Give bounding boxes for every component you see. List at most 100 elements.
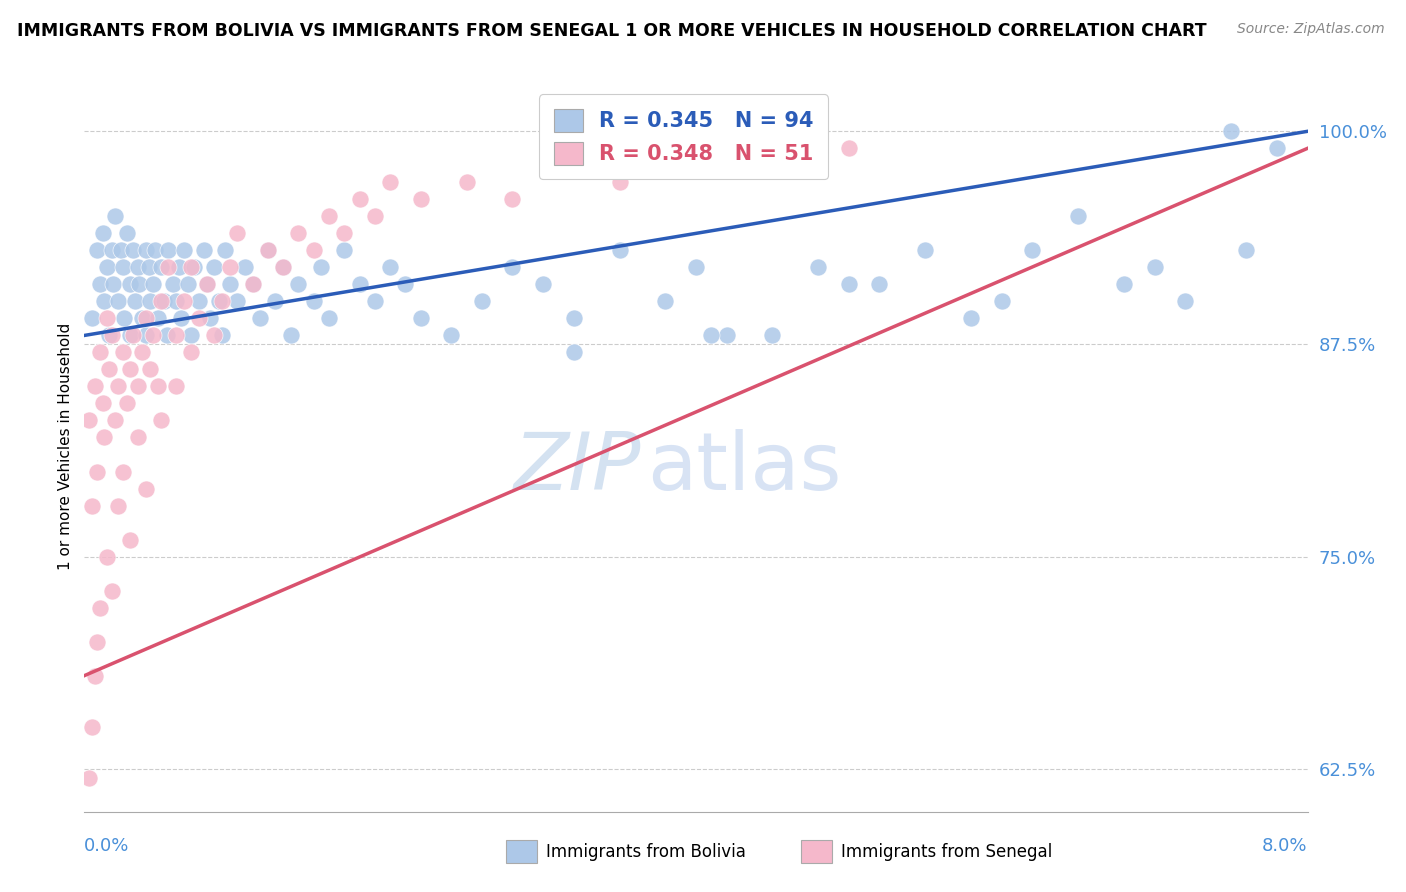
Point [86,634,108,648]
Point [333,227,356,241]
Point [165,379,187,393]
Point [180,260,202,275]
Point [233,260,256,275]
Text: 0.0%: 0.0% [84,838,129,855]
Point [311,260,333,275]
Point [562,158,585,172]
Point [124,294,146,309]
Point [103,277,125,292]
Point [111,345,134,359]
Point [195,277,218,292]
Point [89,600,111,615]
Point [120,277,142,292]
Point [456,175,478,189]
Point [654,294,676,309]
Point [165,328,187,343]
Point [226,294,249,309]
Point [139,294,162,309]
Point [318,210,340,224]
Point [122,328,145,343]
Point [91,227,114,241]
Point [302,294,325,309]
Text: Source: ZipAtlas.com: Source: ZipAtlas.com [1237,22,1385,37]
Point [1265,141,1288,155]
Point [1220,124,1243,138]
Point [183,260,205,275]
Point [107,379,129,393]
Point [127,379,149,393]
Point [157,244,180,258]
Point [685,260,707,275]
Point [104,413,127,427]
Point [127,430,149,444]
Point [280,328,302,343]
Point [195,277,218,292]
Point [84,379,107,393]
Point [111,465,134,479]
Point [960,311,983,326]
Point [287,277,309,292]
Point [80,311,103,326]
Point [112,311,135,326]
Point [349,277,371,292]
Point [380,260,402,275]
Text: 8.0%: 8.0% [1263,838,1308,855]
Point [761,141,783,155]
Text: Immigrants from Senegal: Immigrants from Senegal [841,843,1052,861]
Text: IMMIGRANTS FROM BOLIVIA VS IMMIGRANTS FROM SENEGAL 1 OR MORE VEHICLES IN HOUSEHO: IMMIGRANTS FROM BOLIVIA VS IMMIGRANTS FR… [17,22,1206,40]
Text: Immigrants from Bolivia: Immigrants from Bolivia [546,843,745,861]
Point [138,260,160,275]
Point [364,294,387,309]
Y-axis label: 1 or more Vehicles in Household: 1 or more Vehicles in Household [58,322,73,570]
Point [122,244,145,258]
Point [173,244,195,258]
Point [380,175,402,189]
Point [218,260,240,275]
Point [156,328,179,343]
Point [107,294,129,309]
Point [349,192,371,206]
Point [120,533,142,547]
Point [226,227,249,241]
Point [167,260,190,275]
Point [128,277,150,292]
Point [1021,244,1043,258]
Point [104,210,127,224]
Point [162,277,184,292]
Point [149,260,172,275]
Point [333,244,356,258]
Point [142,277,165,292]
Point [271,260,294,275]
Point [173,294,195,309]
Point [198,311,221,326]
Point [170,311,193,326]
Point [1114,277,1136,292]
Point [562,345,585,359]
Point [101,328,124,343]
Point [409,311,432,326]
Point [91,396,114,410]
Point [202,328,225,343]
Point [86,465,108,479]
Text: atlas: atlas [647,429,841,507]
Point [287,227,309,241]
Point [89,345,111,359]
Point [364,210,387,224]
Point [135,482,157,496]
Point [80,720,103,734]
Point [249,311,271,326]
Point [131,311,153,326]
Point [135,311,157,326]
Point [716,328,738,343]
Point [86,244,108,258]
Point [188,294,211,309]
Point [440,328,463,343]
Point [1174,294,1197,309]
Point [685,158,707,172]
Point [153,294,176,309]
Point [318,311,340,326]
Point [107,499,129,513]
Point [165,294,187,309]
Point [135,244,157,258]
Point [214,244,236,258]
